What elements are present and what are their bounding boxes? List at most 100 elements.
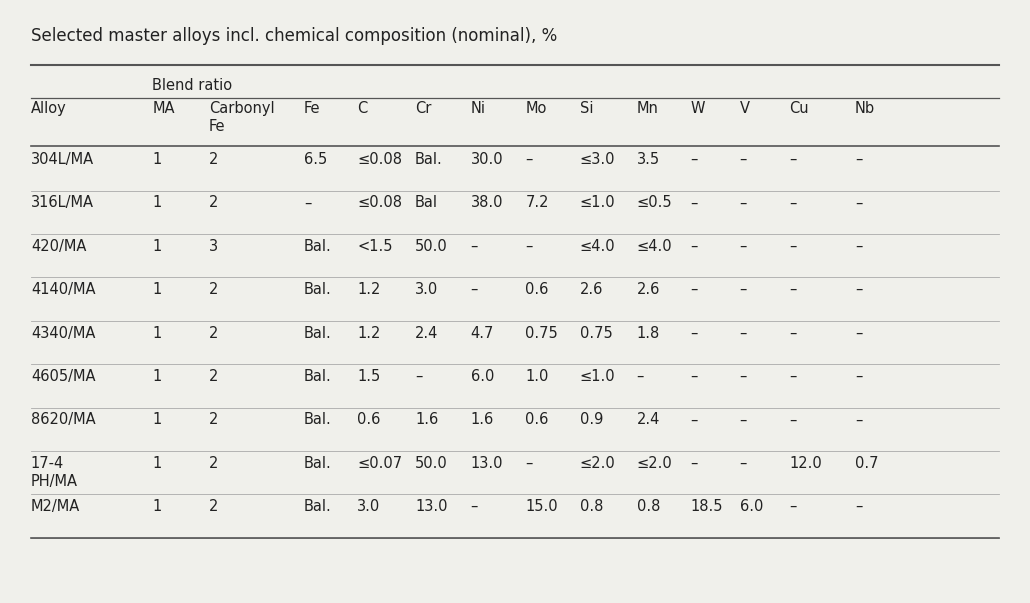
- Text: ≤0.5: ≤0.5: [637, 195, 673, 210]
- Text: –: –: [789, 412, 796, 428]
- Text: Bal.: Bal.: [304, 412, 332, 428]
- Text: 6.5: 6.5: [304, 152, 328, 167]
- Text: 50.0: 50.0: [415, 456, 448, 471]
- Text: 1: 1: [152, 152, 162, 167]
- Text: 0.75: 0.75: [525, 326, 558, 341]
- Text: M2/MA: M2/MA: [31, 499, 80, 514]
- Text: Blend ratio: Blend ratio: [152, 78, 233, 93]
- Text: Si: Si: [580, 101, 593, 116]
- Text: 6.0: 6.0: [740, 499, 763, 514]
- Text: Bal.: Bal.: [304, 326, 332, 341]
- Text: 50.0: 50.0: [415, 239, 448, 254]
- Text: W: W: [690, 101, 705, 116]
- Text: 1: 1: [152, 456, 162, 471]
- Text: ≤3.0: ≤3.0: [580, 152, 615, 167]
- Text: 1.2: 1.2: [357, 326, 381, 341]
- Text: 2: 2: [209, 326, 218, 341]
- Text: 0.75: 0.75: [580, 326, 613, 341]
- Text: MA: MA: [152, 101, 175, 116]
- Text: –: –: [690, 195, 697, 210]
- Text: 1.2: 1.2: [357, 282, 381, 297]
- Text: 2: 2: [209, 195, 218, 210]
- Text: 1: 1: [152, 412, 162, 428]
- Text: 304L/MA: 304L/MA: [31, 152, 94, 167]
- Text: –: –: [855, 152, 862, 167]
- Text: –: –: [740, 195, 747, 210]
- Text: –: –: [690, 412, 697, 428]
- Text: 3.5: 3.5: [637, 152, 659, 167]
- Text: 2.6: 2.6: [580, 282, 604, 297]
- Text: 1.6: 1.6: [471, 412, 494, 428]
- Text: Bal.: Bal.: [304, 456, 332, 471]
- Text: Nb: Nb: [855, 101, 876, 116]
- Text: V: V: [740, 101, 750, 116]
- Text: ≤2.0: ≤2.0: [580, 456, 616, 471]
- Text: 316L/MA: 316L/MA: [31, 195, 94, 210]
- Text: 1: 1: [152, 282, 162, 297]
- Text: Mn: Mn: [637, 101, 658, 116]
- Text: Mo: Mo: [525, 101, 547, 116]
- Text: –: –: [740, 456, 747, 471]
- Text: Carbonyl
Fe: Carbonyl Fe: [209, 101, 275, 134]
- Text: 2.4: 2.4: [415, 326, 439, 341]
- Text: –: –: [690, 152, 697, 167]
- Text: –: –: [471, 282, 478, 297]
- Text: –: –: [855, 412, 862, 428]
- Text: –: –: [740, 152, 747, 167]
- Text: 1.6: 1.6: [415, 412, 439, 428]
- Text: Bal.: Bal.: [304, 499, 332, 514]
- Text: –: –: [471, 239, 478, 254]
- Text: –: –: [690, 326, 697, 341]
- Text: 12.0: 12.0: [789, 456, 822, 471]
- Text: 1.5: 1.5: [357, 369, 381, 384]
- Text: 0.6: 0.6: [525, 412, 549, 428]
- Text: ≤0.08: ≤0.08: [357, 152, 403, 167]
- Text: –: –: [637, 369, 644, 384]
- Text: 2.6: 2.6: [637, 282, 660, 297]
- Text: 6.0: 6.0: [471, 369, 494, 384]
- Text: Bal.: Bal.: [415, 152, 443, 167]
- Text: –: –: [855, 499, 862, 514]
- Text: 0.8: 0.8: [637, 499, 660, 514]
- Text: 3: 3: [209, 239, 218, 254]
- Text: <1.5: <1.5: [357, 239, 392, 254]
- Text: 2: 2: [209, 282, 218, 297]
- Text: –: –: [525, 239, 533, 254]
- Text: 1.0: 1.0: [525, 369, 549, 384]
- Text: 4340/MA: 4340/MA: [31, 326, 95, 341]
- Text: 420/MA: 420/MA: [31, 239, 87, 254]
- Text: –: –: [690, 369, 697, 384]
- Text: –: –: [855, 195, 862, 210]
- Text: 17-4
PH/MA: 17-4 PH/MA: [31, 456, 78, 489]
- Text: Ni: Ni: [471, 101, 486, 116]
- Text: –: –: [789, 326, 796, 341]
- Text: ≤1.0: ≤1.0: [580, 369, 616, 384]
- Text: 2: 2: [209, 499, 218, 514]
- Text: 3.0: 3.0: [357, 499, 381, 514]
- Text: Cu: Cu: [789, 101, 809, 116]
- Text: –: –: [789, 282, 796, 297]
- Text: 1: 1: [152, 369, 162, 384]
- Text: 1.8: 1.8: [637, 326, 660, 341]
- Text: ≤4.0: ≤4.0: [637, 239, 673, 254]
- Text: –: –: [855, 326, 862, 341]
- Text: 0.6: 0.6: [525, 282, 549, 297]
- Text: –: –: [789, 152, 796, 167]
- Text: –: –: [740, 239, 747, 254]
- Text: 0.7: 0.7: [855, 456, 879, 471]
- Text: 1: 1: [152, 239, 162, 254]
- Text: –: –: [855, 282, 862, 297]
- Text: –: –: [525, 456, 533, 471]
- Text: –: –: [304, 195, 311, 210]
- Text: –: –: [690, 456, 697, 471]
- Text: –: –: [690, 282, 697, 297]
- Text: 8620/MA: 8620/MA: [31, 412, 96, 428]
- Text: 2: 2: [209, 412, 218, 428]
- Text: Bal.: Bal.: [304, 369, 332, 384]
- Text: C: C: [357, 101, 368, 116]
- Text: 2.4: 2.4: [637, 412, 660, 428]
- Text: ≤4.0: ≤4.0: [580, 239, 616, 254]
- Text: –: –: [789, 195, 796, 210]
- Text: –: –: [740, 282, 747, 297]
- Text: –: –: [789, 239, 796, 254]
